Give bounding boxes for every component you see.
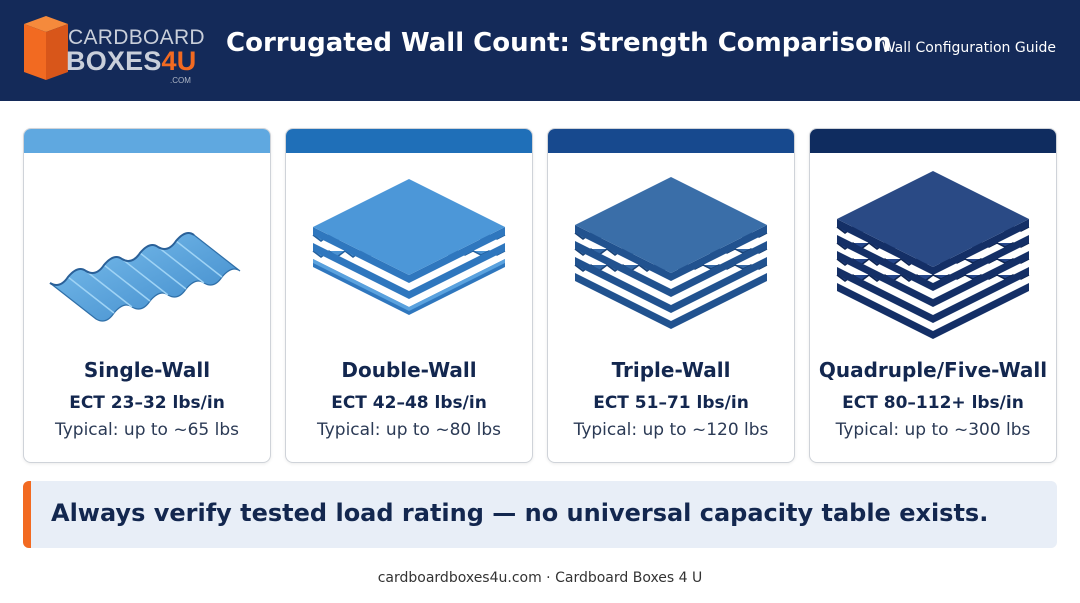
card-name: Quadruple/Five-Wall: [818, 358, 1048, 382]
logo-text-cardboard: CARDBOARD: [68, 26, 205, 49]
logo-text-boxes: BOXES: [66, 46, 162, 76]
card-name: Double-Wall: [341, 358, 477, 382]
banner-text: Always verify tested load rating — no un…: [51, 499, 989, 527]
card-color-bar: [286, 129, 532, 153]
multi-wall-illustration: [836, 171, 1030, 339]
card-single-wall: Single-Wall ECT 23–32 lbs/in Typical: up…: [23, 128, 271, 463]
logo-text-boxes4u: BOXES4U: [66, 46, 196, 77]
double-wall-illustration: [312, 179, 506, 315]
card-ect-rating: ECT 51–71 lbs/in: [593, 393, 749, 413]
card-typical-load: Typical: up to ~65 lbs: [54, 420, 240, 440]
box-icon: [24, 16, 68, 80]
card-name: Triple-Wall: [611, 358, 731, 382]
page-title: Corrugated Wall Count: Strength Comparis…: [226, 28, 892, 58]
card-multi-wall: Quadruple/Five-Wall ECT 80–112+ lbs/in T…: [809, 128, 1057, 463]
card-typical-load: Typical: up to ~120 lbs: [573, 420, 769, 440]
card-double-wall: Double-Wall ECT 42–48 lbs/in Typical: up…: [285, 128, 533, 463]
header-bar: CARDBOARD BOXES4U .COM Corrugated Wall C…: [0, 0, 1080, 101]
page-subtitle: Wall Configuration Guide: [881, 40, 1056, 56]
footer-text[interactable]: cardboardboxes4u.com · Cardboard Boxes 4…: [377, 570, 703, 586]
card-color-bar: [548, 129, 794, 153]
card-name: Single-Wall: [83, 358, 211, 382]
warning-banner: Always verify tested load rating — no un…: [23, 481, 1057, 548]
single-wall-illustration: [49, 232, 241, 322]
card-color-bar: [810, 129, 1056, 153]
logo-text-4u: 4U: [161, 46, 197, 76]
brand-logo[interactable]: CARDBOARD BOXES4U .COM: [22, 14, 205, 85]
card-typical-load: Typical: up to ~80 lbs: [316, 420, 502, 440]
triple-wall-illustration: [574, 177, 768, 329]
banner-accent-bar: [23, 481, 31, 548]
card-typical-load: Typical: up to ~300 lbs: [835, 420, 1031, 440]
logo-text-com: .COM: [170, 76, 191, 85]
card-ect-rating: ECT 23–32 lbs/in: [69, 393, 225, 413]
card-ect-rating: ECT 42–48 lbs/in: [331, 393, 487, 413]
card-ect-rating: ECT 80–112+ lbs/in: [842, 393, 1024, 413]
card-color-bar: [24, 129, 270, 153]
card-triple-wall: Triple-Wall ECT 51–71 lbs/in Typical: up…: [547, 128, 795, 463]
